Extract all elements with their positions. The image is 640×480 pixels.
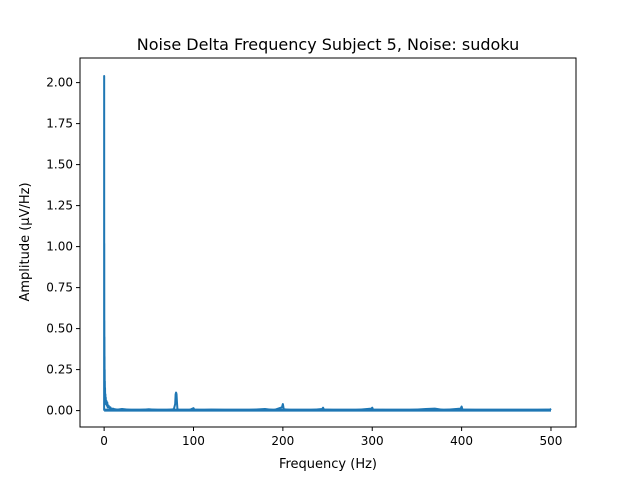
y-tick-label: 1.00	[46, 240, 73, 254]
axes-frame	[79, 57, 577, 428]
y-axis-label: Amplitude (µV/Hz)	[18, 182, 33, 301]
x-tick-label: 200	[271, 434, 294, 448]
x-tick-label: 100	[182, 434, 205, 448]
x-tick-label: 500	[540, 434, 563, 448]
y-tick-label: 0.25	[46, 363, 73, 377]
x-tick-label: 400	[450, 434, 473, 448]
y-tick-label: 1.75	[46, 117, 73, 131]
x-tick-label: 300	[361, 434, 384, 448]
y-tick-label: 1.50	[46, 158, 73, 172]
y-tick-label: 0.00	[46, 404, 73, 418]
x-axis-label: Frequency (Hz)	[279, 457, 377, 472]
chart-title: Noise Delta Frequency Subject 5, Noise: …	[137, 35, 519, 54]
y-tick-label: 0.75	[46, 281, 73, 295]
y-tick-label: 0.50	[46, 322, 73, 336]
y-tick-label: 2.00	[46, 76, 73, 90]
plot-area	[103, 75, 552, 412]
y-tick-label: 1.25	[46, 199, 73, 213]
x-tick-label: 0	[100, 434, 108, 448]
x-axis: 0 100 200 300 400 500	[100, 427, 562, 448]
y-axis: 0.00 0.25 0.50 0.75 1.00 1.25 1.50 1.75 2.00	[46, 76, 80, 418]
